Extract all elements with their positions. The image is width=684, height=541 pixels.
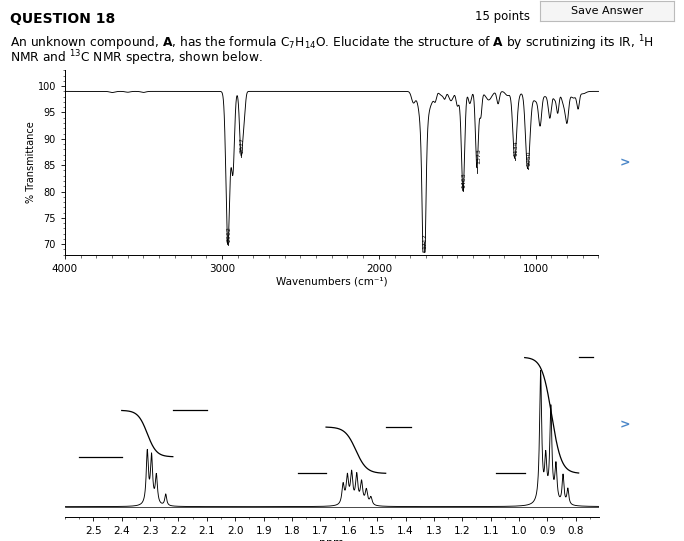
Text: 15 points: 15 points [475, 10, 530, 23]
X-axis label: Wavenumbers (cm⁻¹): Wavenumbers (cm⁻¹) [276, 276, 388, 287]
Text: An unknown compound, $\bf{A}$, has the formula C$_7$H$_{14}$O. Elucidate the str: An unknown compound, $\bf{A}$, has the f… [10, 34, 655, 53]
Text: 1463: 1463 [462, 173, 466, 188]
Text: QUESTION 18: QUESTION 18 [10, 12, 116, 26]
Text: 1712: 1712 [423, 234, 428, 249]
Text: 2962: 2962 [226, 226, 232, 242]
Text: 1134: 1134 [514, 140, 518, 156]
Text: 1373: 1373 [476, 148, 481, 164]
X-axis label: ppm: ppm [319, 538, 344, 541]
Text: Save Answer: Save Answer [571, 6, 643, 16]
Text: NMR and $^{13}$C NMR spectra, shown below.: NMR and $^{13}$C NMR spectra, shown belo… [10, 49, 263, 68]
Text: 2877: 2877 [240, 137, 245, 153]
Text: >: > [620, 156, 631, 169]
Text: 1050: 1050 [527, 150, 531, 166]
Y-axis label: % Transmittance: % Transmittance [26, 122, 36, 203]
Text: >: > [620, 418, 631, 431]
